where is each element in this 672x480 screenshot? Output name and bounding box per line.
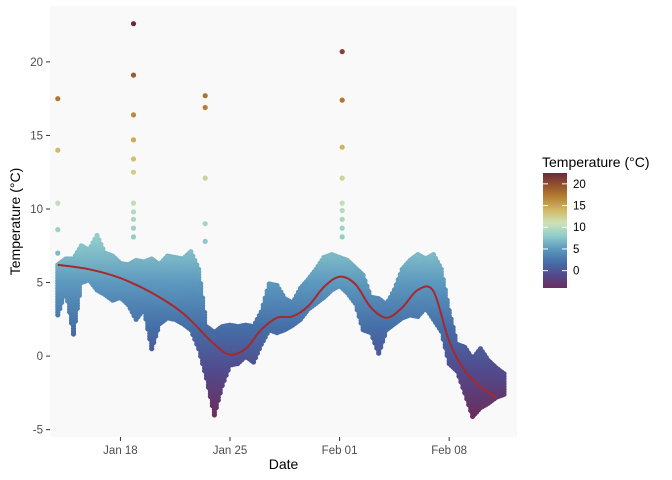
legend-title: Temperature (°C) bbox=[542, 154, 650, 170]
data-point bbox=[360, 272, 366, 278]
outlier-point bbox=[130, 225, 137, 231]
y-tick-label: 20 bbox=[30, 57, 43, 69]
outlier-point bbox=[130, 21, 137, 27]
x-tick-label: Jan 18 bbox=[103, 445, 138, 457]
outlier-point bbox=[202, 93, 208, 99]
x-tick-label: Feb 08 bbox=[431, 445, 467, 457]
data-point bbox=[96, 237, 102, 243]
outlier-point bbox=[130, 169, 137, 175]
outlier-point bbox=[55, 200, 61, 206]
data-point bbox=[200, 295, 206, 301]
outlier-point bbox=[339, 175, 345, 181]
data-point bbox=[202, 309, 208, 315]
y-tick-label: 5 bbox=[37, 278, 43, 290]
data-point bbox=[450, 324, 456, 330]
y-axis-title: Temperature (°C) bbox=[7, 168, 23, 276]
data-point bbox=[192, 257, 198, 264]
outlier-point bbox=[55, 147, 61, 153]
x-tick-label: Feb 01 bbox=[322, 445, 358, 457]
data-point bbox=[188, 249, 194, 255]
outlier-point bbox=[130, 72, 137, 78]
legend-ticks: 20 15 10 5 0 bbox=[543, 179, 586, 278]
data-point bbox=[366, 289, 372, 295]
y-tick-label: 10 bbox=[30, 204, 43, 216]
outlier-point bbox=[339, 216, 345, 222]
outlier-point bbox=[130, 112, 137, 118]
outlier-point bbox=[202, 238, 208, 244]
data-point bbox=[194, 262, 200, 268]
legend-tick-label: 20 bbox=[573, 179, 586, 191]
data-point bbox=[501, 371, 507, 377]
outlier-point bbox=[202, 175, 208, 181]
x-tick-label: Jan 25 bbox=[213, 445, 248, 457]
legend-tick-label: 15 bbox=[573, 201, 586, 213]
data-point bbox=[440, 277, 446, 283]
data-point bbox=[364, 283, 370, 289]
legend-tick-label: 5 bbox=[573, 244, 579, 256]
y-tick-label: 0 bbox=[37, 351, 43, 363]
data-point bbox=[444, 297, 450, 303]
outlier-point bbox=[55, 227, 61, 233]
outlier-point bbox=[130, 234, 137, 240]
data-point bbox=[446, 307, 452, 314]
y-axis-ticks: -5 0 5 10 15 20 bbox=[30, 57, 50, 437]
x-axis-title: Date bbox=[269, 456, 299, 472]
outlier-point bbox=[339, 234, 345, 240]
data-point bbox=[198, 281, 204, 287]
data-point bbox=[452, 333, 458, 339]
plot-panel bbox=[50, 6, 517, 437]
x-axis-ticks: Jan 18 Jan 25 Feb 01 Feb 08 bbox=[103, 437, 467, 457]
outlier-point bbox=[202, 104, 208, 111]
outlier-point bbox=[339, 225, 345, 231]
outlier-point bbox=[130, 200, 137, 206]
outlier-point bbox=[339, 97, 345, 103]
outlier-point bbox=[339, 200, 345, 206]
data-point bbox=[190, 253, 196, 259]
data-point bbox=[442, 287, 448, 293]
data-points bbox=[55, 21, 507, 419]
outlier-point bbox=[339, 49, 345, 55]
y-tick-label: -5 bbox=[33, 425, 43, 437]
data-point bbox=[438, 266, 444, 272]
outlier-point bbox=[130, 209, 137, 215]
outlier-point bbox=[202, 221, 208, 227]
outlier-point bbox=[55, 250, 61, 256]
legend-colorbar bbox=[543, 173, 567, 288]
outlier-point bbox=[55, 96, 61, 102]
data-point bbox=[448, 316, 454, 322]
data-point bbox=[362, 278, 368, 284]
data-point bbox=[100, 246, 106, 252]
outlier-point bbox=[130, 216, 137, 222]
data-point bbox=[196, 266, 202, 272]
y-tick-label: 15 bbox=[30, 130, 43, 142]
legend-tick-label: 0 bbox=[573, 266, 579, 278]
outlier-point bbox=[130, 137, 137, 143]
outlier-point bbox=[339, 207, 345, 214]
trend-line bbox=[57, 263, 497, 399]
outlier-point bbox=[130, 156, 137, 162]
data-point bbox=[98, 241, 104, 247]
outlier-point bbox=[339, 144, 345, 150]
legend: Temperature (°C) 20 15 10 5 0 bbox=[542, 154, 650, 288]
legend-tick-label: 10 bbox=[573, 222, 586, 234]
data-point bbox=[94, 232, 100, 239]
